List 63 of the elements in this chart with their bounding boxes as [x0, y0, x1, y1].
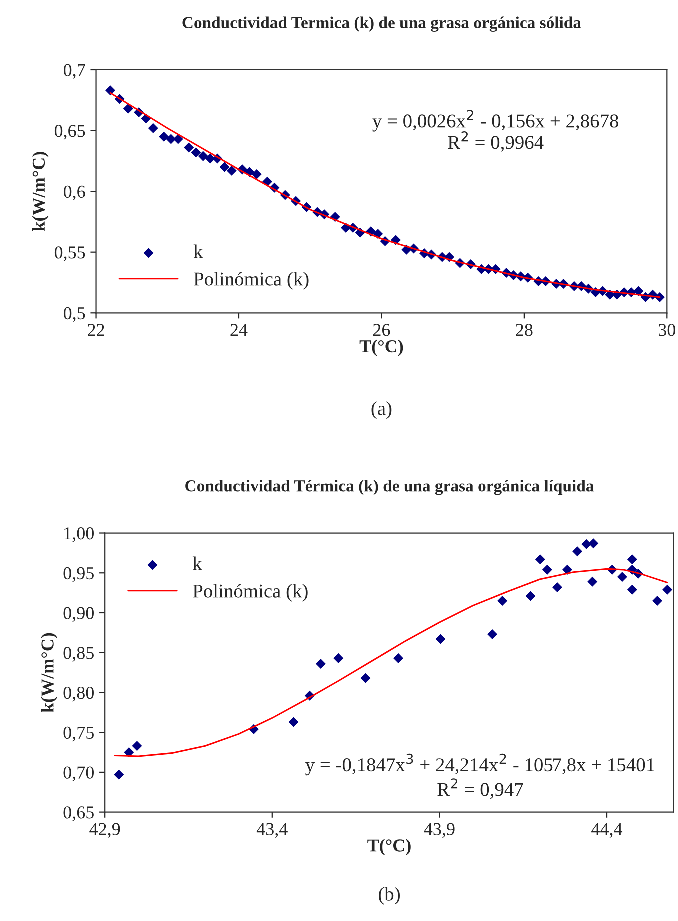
y-tick-label: 0,7	[64, 64, 86, 80]
point	[394, 653, 404, 664]
point	[652, 596, 663, 606]
y-tick-label: 0,90	[64, 607, 94, 622]
legend-label: Polinómica (k)	[194, 272, 309, 290]
text: (b)	[379, 887, 400, 905]
point	[542, 564, 552, 575]
point	[526, 591, 536, 602]
annotation: y = -0,1847x$^{3}$ + 24,214x$^{2}$ - 1057,8x + 15401	[306, 754, 654, 776]
y-tick-label: 0,75	[64, 726, 94, 742]
y-tick-label: 0,65	[54, 125, 86, 140]
y-tick-label: 0,70	[64, 766, 94, 782]
x-tick-label: 30	[658, 324, 676, 336]
point	[436, 634, 446, 644]
x-tick-label: 26	[373, 324, 390, 336]
y-tick-label: 0,5	[64, 307, 86, 322]
annotation: R$^{2}$ = 0,947	[438, 778, 524, 800]
x-tick-label: 43,4	[256, 823, 288, 838]
point	[617, 572, 628, 582]
point	[535, 554, 546, 565]
point	[627, 554, 638, 565]
point	[588, 576, 598, 587]
y-tick-label: 0,55	[54, 246, 86, 262]
point	[572, 546, 583, 557]
legend-label: Polinómica (k)	[193, 584, 308, 602]
annotation: R$^{2}$ = 0,9964	[448, 132, 544, 152]
point	[562, 564, 573, 575]
legend-label: k	[194, 244, 204, 258]
point	[288, 717, 299, 728]
annotation: y = 0,0026x$^{2}$ - 0,156x + 2,8678	[372, 110, 618, 132]
y-tick-label: 0,65	[64, 806, 94, 822]
x-tick-label: 44,4	[592, 823, 623, 838]
y-tick-label: 0,95	[64, 567, 94, 582]
point	[498, 596, 508, 606]
x-tick-label: 42,9	[90, 823, 120, 838]
chart-title: Conductividad Termica (k) de una grasa orgánica sólida	[182, 16, 582, 32]
point	[132, 741, 142, 752]
y-axis-title: k(W/m°C)	[32, 152, 49, 232]
point	[124, 748, 134, 758]
point	[552, 582, 562, 592]
point	[582, 539, 592, 550]
point	[316, 659, 326, 670]
point	[662, 584, 673, 595]
point	[588, 538, 599, 549]
x-tick-label: 43,9	[424, 823, 455, 838]
point	[627, 584, 638, 595]
point	[114, 770, 124, 780]
text: (a)	[372, 402, 392, 420]
x-axis-title: T(°C)	[368, 839, 411, 856]
legend-label: k	[192, 556, 202, 570]
x-tick-label: 28	[516, 324, 533, 336]
x-tick-label: 22	[88, 324, 104, 336]
y-tick-label: 0,6	[64, 186, 86, 201]
point	[334, 653, 344, 664]
point	[488, 630, 498, 640]
y-axis-title: k(W/m°C)	[41, 633, 58, 713]
y-tick-label: 0,85	[64, 647, 94, 662]
point	[360, 673, 371, 684]
y-tick-label: 0,80	[64, 686, 94, 702]
x-tick-label: 24	[230, 324, 248, 336]
chart-title: Conductividad Térmica (k) de una grasa orgánica líquida	[186, 480, 594, 496]
x-axis-title: T(°C)	[360, 340, 404, 356]
y-tick-label: 1,00	[64, 528, 94, 542]
